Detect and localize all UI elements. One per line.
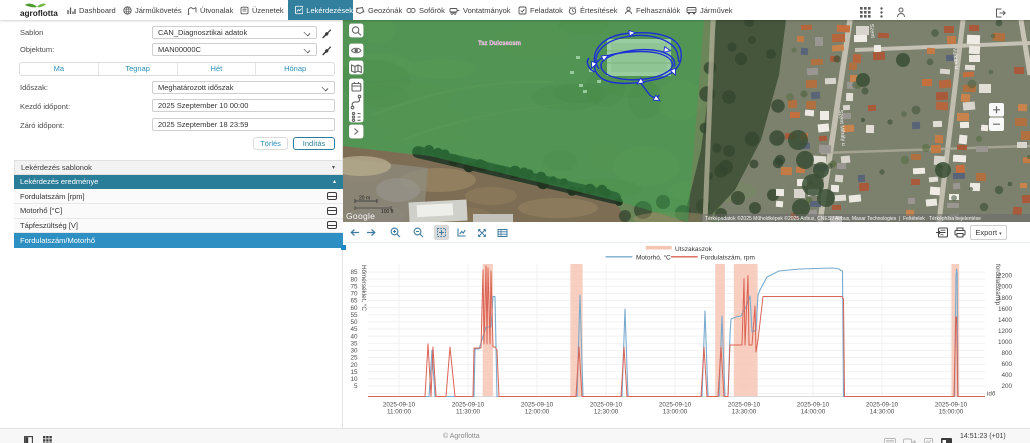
svg-text:14:00:00: 14:00:00 [801,409,826,416]
svg-text:2025-09-10: 2025-09-10 [590,402,623,409]
svg-text:75: 75 [350,284,358,291]
svg-text:1400: 1400 [998,317,1013,324]
svg-text:2025-09-10: 2025-09-10 [452,402,485,409]
svg-text:2025-09-10: 2025-09-10 [797,402,830,409]
svg-text:35: 35 [350,341,358,348]
svg-text:2025-09-10: 2025-09-10 [866,402,899,409]
svg-text:Fordulatszám, rpm: Fordulatszám, rpm [701,254,755,261]
svg-text:15:00:00: 15:00:00 [939,409,964,416]
svg-text:Szent Mihály u: Szent Mihály u [837,110,846,146]
svg-text:100 ft: 100 ft [381,209,394,215]
svg-text:45: 45 [350,326,358,333]
svg-text:2025-09-10: 2025-09-10 [383,402,416,409]
svg-text:fordulatszám/p: fordulatszám/p [994,264,1001,306]
svg-text:30: 30 [350,348,358,355]
svg-text:Térképadatok ©2025 Műholdképek: Térképadatok ©2025 Műholdképek ©2025 Air… [705,215,981,222]
svg-text:2000: 2000 [998,284,1013,291]
svg-text:12:00:00: 12:00:00 [525,409,550,416]
svg-text:50: 50 [350,319,358,326]
svg-text:Tsz Dulcsecsm: Tsz Dulcsecsm [478,41,521,47]
svg-text:1600: 1600 [998,306,1013,313]
svg-text:600: 600 [1001,361,1012,368]
svg-text:Vulkán u: Vulkán u [951,48,959,70]
svg-text:13:00:00: 13:00:00 [663,409,688,416]
svg-text:800: 800 [1001,350,1012,357]
svg-text:13:30:00: 13:30:00 [732,409,757,416]
svg-text:11:30:00: 11:30:00 [456,409,481,416]
svg-text:idő: idő [987,391,996,398]
svg-text:25: 25 [350,355,358,362]
svg-text:2025-09-10: 2025-09-10 [935,402,968,409]
svg-text:12:30:00: 12:30:00 [594,409,619,416]
svg-text:85: 85 [350,269,358,276]
svg-text:2025-09-10: 2025-09-10 [728,402,761,409]
svg-text:agroflotta: agroflotta [20,9,58,18]
svg-text:1000: 1000 [998,339,1013,346]
svg-text:2200: 2200 [998,273,1013,280]
svg-text:Google: Google [346,211,375,221]
svg-text:Hőmérséklet, °C: Hőmérséklet, °C [360,265,368,311]
svg-text:Szent: Szent [868,24,875,39]
svg-text:70: 70 [350,291,358,298]
svg-text:200: 200 [1001,383,1012,390]
svg-text:15: 15 [350,369,358,376]
svg-text:400: 400 [1001,372,1012,379]
svg-text:11:00:00: 11:00:00 [387,409,412,416]
svg-text:14:30:00: 14:30:00 [870,409,895,416]
svg-text:20: 20 [350,362,358,369]
svg-text:1200: 1200 [998,328,1013,335]
svg-text:60: 60 [350,305,358,312]
svg-text:Motorhó, °C: Motorhó, °C [636,253,671,261]
svg-text:2025-09-10: 2025-09-10 [521,402,554,409]
svg-text:5: 5 [354,383,358,390]
svg-text:65: 65 [350,298,358,305]
svg-text:80: 80 [350,276,358,283]
svg-text:2025-09-10: 2025-09-10 [659,402,692,409]
svg-text:55: 55 [350,312,358,319]
svg-text:Utszakaszok: Utszakaszok [675,246,713,253]
svg-text:20 m: 20 m [359,196,370,202]
svg-text:10: 10 [350,376,358,383]
svg-text:1800: 1800 [998,295,1013,302]
svg-text:40: 40 [350,333,358,340]
